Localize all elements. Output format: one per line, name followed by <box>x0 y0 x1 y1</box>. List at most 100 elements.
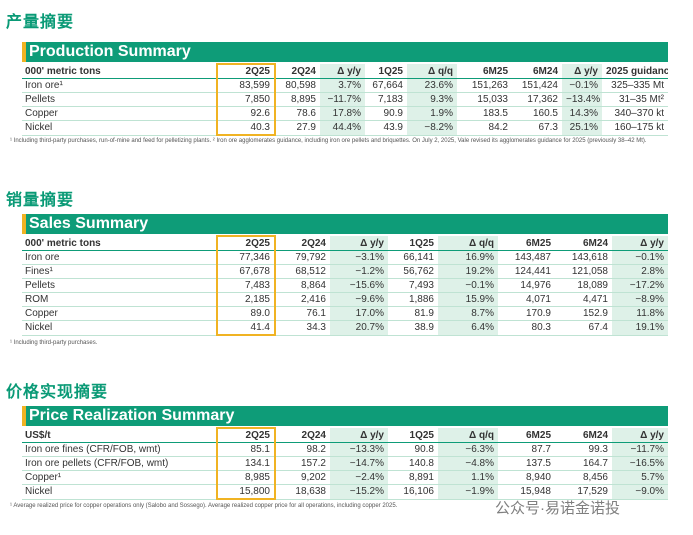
cell: 17.8% <box>320 106 365 121</box>
cell: 8,864 <box>275 278 330 293</box>
cell: 1,886 <box>388 292 438 307</box>
cell: 67,664 <box>365 78 407 93</box>
cell: 92.6 <box>216 106 276 121</box>
cell: 160.5 <box>512 106 562 121</box>
data-row: Iron ore 77,346 79,792 −3.1% 66,141 16.9% 143,… <box>22 250 668 265</box>
cell: 76.1 <box>275 306 330 321</box>
row-label: Iron ore pellets (CFR/FOB, wmt) <box>22 456 217 471</box>
cell: 7,483 <box>216 278 276 293</box>
cell: 6.4% <box>438 320 498 336</box>
cell: 17.0% <box>330 306 388 321</box>
row-label: Pellets <box>22 92 217 107</box>
cell: 4,071 <box>498 292 555 307</box>
cell: 134.1 <box>216 456 276 471</box>
cell: 6M25 <box>498 428 555 443</box>
header-row: US$/t 2Q25 2Q24 Δ y/y 1Q25 Δ q/q 6M25 6M24 Δ y/y <box>22 427 668 443</box>
cell: 183.5 <box>457 106 512 121</box>
cell: 3.7% <box>320 78 365 93</box>
cell: Δ q/q <box>438 236 498 251</box>
cell: 1.9% <box>407 106 457 121</box>
cell: 18,089 <box>555 278 612 293</box>
cell: Δ y/y <box>330 428 388 443</box>
cell: 8.7% <box>438 306 498 321</box>
cell: 151,263 <box>457 78 512 93</box>
row-label: Nickel <box>22 484 217 500</box>
cell: 66,141 <box>388 250 438 265</box>
row-label: Nickel <box>22 120 217 136</box>
cell: 2Q24 <box>275 236 330 251</box>
data-row: Iron ore pellets (CFR/FOB, wmt) 134.1 157.… <box>22 456 668 471</box>
cell: −2.4% <box>330 470 388 485</box>
cell: Δ y/y <box>320 64 365 79</box>
cell: 6M24 <box>555 428 612 443</box>
cell: 15,800 <box>216 484 276 500</box>
cell: 15,948 <box>498 484 555 500</box>
cell: 80.3 <box>498 320 555 336</box>
cell: 25.1% <box>562 120 602 136</box>
cell: 34.3 <box>275 320 330 336</box>
cell: 40.3 <box>216 120 276 136</box>
cell: 15.9% <box>438 292 498 307</box>
cell: 8,940 <box>498 470 555 485</box>
cell: 2.8% <box>612 264 668 279</box>
cell: −0.1% <box>562 78 602 93</box>
row-label: Nickel <box>22 320 217 336</box>
cell: −13.3% <box>330 442 388 457</box>
cell: 67,678 <box>216 264 276 279</box>
cell: 98.2 <box>275 442 330 457</box>
cell: 6M24 <box>512 64 562 79</box>
cell: 17,362 <box>512 92 562 107</box>
row-label: Iron ore fines (CFR/FOB, wmt) <box>22 442 217 457</box>
cell: 16,106 <box>388 484 438 500</box>
cell: −13.4% <box>562 92 602 107</box>
cell: 7,183 <box>365 92 407 107</box>
cell: −15.6% <box>330 278 388 293</box>
row-label: Copper <box>22 306 217 321</box>
summary-table: 000' metric tons 2Q25 2Q24 Δ y/y 1Q25 Δ q/q 6M… <box>22 235 668 336</box>
row-label: 000' metric tons <box>22 236 217 251</box>
row-label: Fines¹ <box>22 264 217 279</box>
cell: −14.7% <box>330 456 388 471</box>
summary-table: US$/t 2Q25 2Q24 Δ y/y 1Q25 Δ q/q 6M25 6M24 Δ y/y… <box>22 427 668 500</box>
cell: 124,441 <box>498 264 555 279</box>
cell: 151,424 <box>512 78 562 93</box>
cell: Δ q/q <box>407 64 457 79</box>
cell: 2,416 <box>275 292 330 307</box>
cell: 7,493 <box>388 278 438 293</box>
cell: −11.7% <box>320 92 365 107</box>
cell: 2Q25 <box>216 235 276 251</box>
header-row: 000' metric tons 2Q25 2Q24 Δ y/y 1Q25 Δ q/q 6M… <box>22 235 668 251</box>
cell: 81.9 <box>388 306 438 321</box>
cell: −9.0% <box>612 484 668 500</box>
cell: 143,487 <box>498 250 555 265</box>
summary-table: 000' metric tons 2Q25 2Q24 Δ y/y 1Q25 Δ q/q 6M… <box>22 63 668 136</box>
cell: 1.1% <box>438 470 498 485</box>
cell: 6M25 <box>498 236 555 251</box>
cell: 2Q24 <box>275 64 320 79</box>
data-row: Pellets 7,483 8,864 −15.6% 7,493 −0.1% 14,976 1… <box>22 278 668 293</box>
cell: 19.1% <box>612 320 668 336</box>
cell: Δ y/y <box>330 236 388 251</box>
cell: 5.7% <box>612 470 668 485</box>
cell: 18,638 <box>275 484 330 500</box>
section-heading: 销量摘要 <box>6 192 75 209</box>
cell: 140.8 <box>388 456 438 471</box>
watermark: 公众号·易诺金诺投 <box>495 500 620 517</box>
table-title: Price Realization Summary <box>22 406 668 426</box>
cell: −8.9% <box>612 292 668 307</box>
data-row: Copper¹ 8,985 9,202 −2.4% 8,891 1.1% 8,940 8,45… <box>22 470 668 485</box>
cell: −6.3% <box>438 442 498 457</box>
cell: 44.4% <box>320 120 365 136</box>
cell: 19.2% <box>438 264 498 279</box>
cell: 160–175 kt <box>602 120 668 136</box>
cell: 7,850 <box>216 92 276 107</box>
cell: 137.5 <box>498 456 555 471</box>
data-row: Copper 89.0 76.1 17.0% 81.9 8.7% 170.9 152.9 11.… <box>22 306 668 321</box>
cell: 31–35 Mt² <box>602 92 668 107</box>
cell: 83,599 <box>216 78 276 93</box>
footnote: ¹ Including third-party purchases, run-o… <box>10 138 647 144</box>
cell: 78.6 <box>275 106 320 121</box>
table-title: Sales Summary <box>22 214 668 234</box>
cell: 68,512 <box>275 264 330 279</box>
